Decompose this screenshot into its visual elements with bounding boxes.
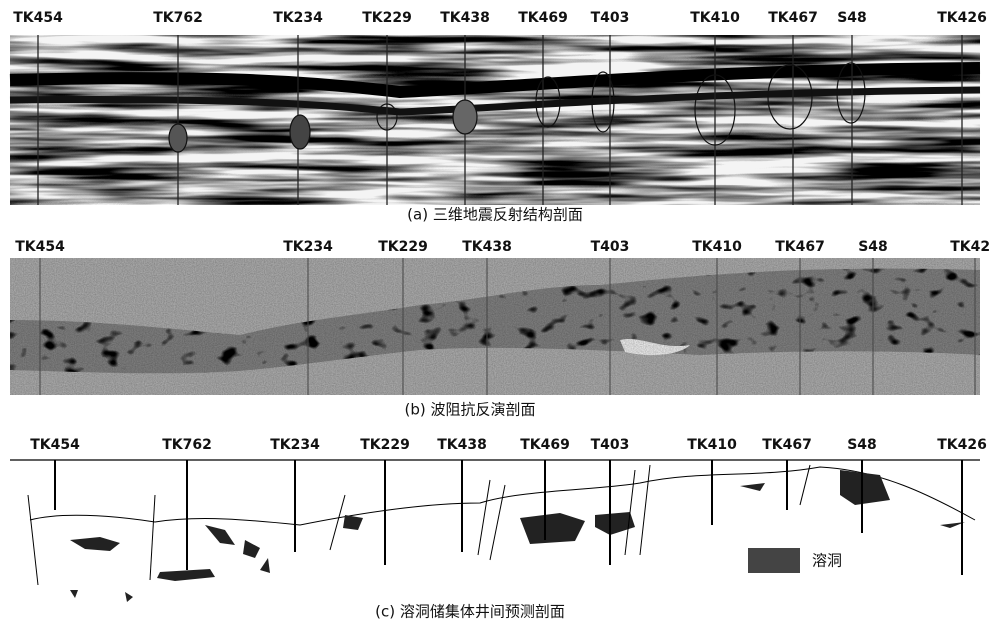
well-label: TK234 [283, 239, 333, 255]
well-label: TK467 [768, 10, 818, 26]
well-label: TK438 [437, 437, 487, 453]
caption: (c) 溶洞储集体井间预测剖面 [375, 603, 565, 621]
well-label: T403 [591, 239, 630, 255]
well-label: TK234 [270, 437, 320, 453]
well-label: TK454 [13, 10, 63, 26]
well-label: TK467 [762, 437, 812, 453]
well-label: TK426 [937, 10, 987, 26]
well-label: TK410 [692, 239, 742, 255]
anomalies [168, 62, 866, 153]
well-label: T403 [591, 437, 630, 453]
well-label: TK454 [15, 239, 65, 255]
seismic-texture [10, 35, 980, 205]
well-label: T403 [591, 10, 630, 26]
well-label: TK762 [153, 10, 203, 26]
faults [27, 464, 811, 586]
legend-swatch [748, 548, 800, 573]
caption: (a) 三维地震反射结构剖面 [407, 206, 583, 224]
well-label: TK229 [378, 239, 428, 255]
inversion-grain [10, 258, 980, 395]
well-label: TK467 [775, 239, 825, 255]
well-label: TK426 [950, 239, 990, 255]
well-label: TK454 [30, 437, 80, 453]
caption: (b) 波阻抗反演剖面 [405, 401, 536, 419]
well-label: S48 [847, 437, 877, 453]
well-label: S48 [837, 10, 867, 26]
surface [29, 466, 976, 526]
well-label: TK469 [520, 437, 570, 453]
well-label: TK229 [360, 437, 410, 453]
well-label: TK762 [162, 437, 212, 453]
well-label: S48 [858, 239, 888, 255]
caves [70, 470, 965, 602]
well-label: TK438 [462, 239, 512, 255]
well-label: TK410 [687, 437, 737, 453]
well-label: TK438 [440, 10, 490, 26]
well-label: TK234 [273, 10, 323, 26]
well-label: TK229 [362, 10, 412, 26]
well-label: TK410 [690, 10, 740, 26]
well-label: TK469 [518, 10, 568, 26]
reflector [9, 62, 981, 99]
legend-label: 溶洞 [812, 552, 842, 570]
well-label: TK426 [937, 437, 987, 453]
